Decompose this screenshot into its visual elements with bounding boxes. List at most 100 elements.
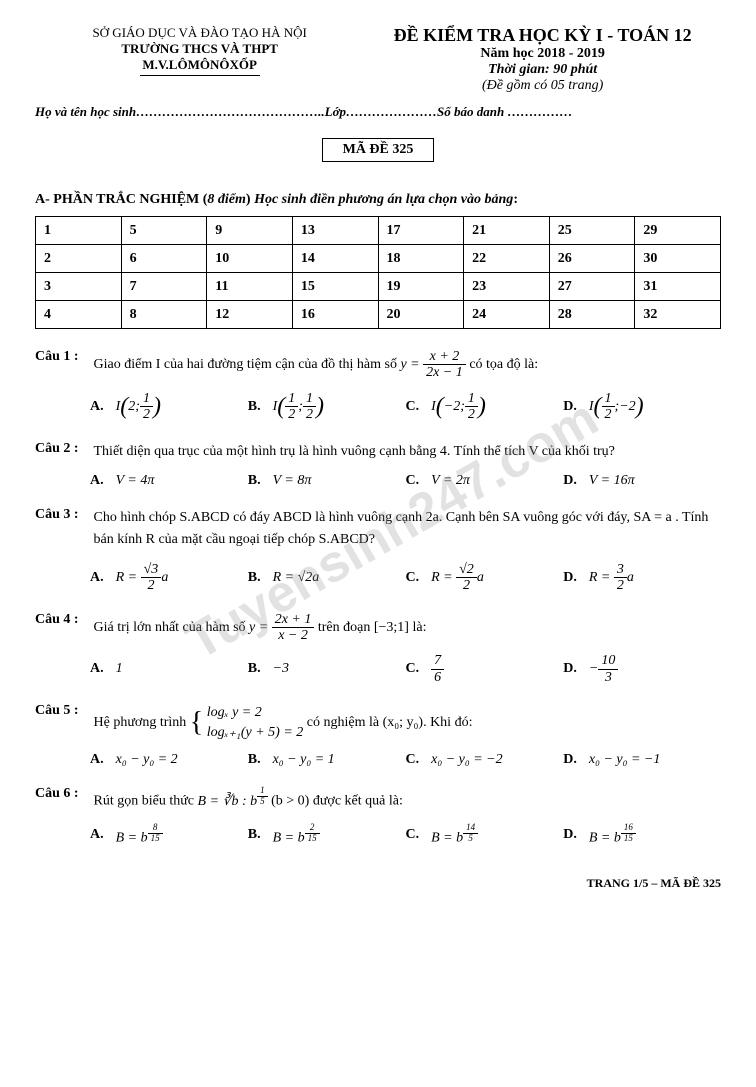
table-cell: 26 (549, 245, 635, 273)
exam-code: MÃ ĐỀ 325 (322, 138, 435, 162)
opt-label-b: B. (248, 473, 261, 489)
q1a-math: I(2;12) (116, 391, 161, 423)
q5-option-b: B. x₀ − y₀ = 1 (248, 752, 406, 768)
opt-label-c: C. (406, 827, 420, 843)
table-row: 2 6 10 14 18 22 26 30 (36, 245, 721, 273)
q4-text-part2: trên đoạn [−3;1] là: (318, 620, 427, 635)
exam-year: Năm học 2018 - 2019 (364, 46, 721, 62)
table-cell: 18 (378, 245, 464, 273)
opt-label-a: A. (90, 827, 104, 843)
q2-option-d: D.V = 16π (563, 473, 721, 489)
q4-option-c: C. 76 (406, 653, 564, 685)
header: SỞ GIÁO DỤC VÀ ĐÀO TẠO HÀ NỘI TRƯỜNG THC… (35, 25, 721, 94)
q6-text: Rút gọn biểu thức B = ∛b : b15 (b > 0) đ… (94, 786, 720, 813)
q2b-math: V = 8π (273, 473, 312, 489)
q6-options: A.B = b815 B.B = b215 C.B = b145 D.B = b… (35, 823, 721, 846)
q4b-math: −3 (273, 661, 289, 677)
q4-formula: y = (249, 620, 272, 635)
q1-text-part1: Giao điểm I của hai đường tiệm cận của đ… (94, 357, 401, 372)
opt-label-c: C. (406, 661, 420, 677)
q6-text-part1: Rút gọn biểu thức (94, 794, 198, 809)
section-a-title: A- PHẦN TRẮC NGHIỆM (8 điểm) Học sinh đi… (35, 192, 721, 208)
opt-label-d: D. (563, 570, 577, 586)
opt-label-b: B. (248, 570, 261, 586)
code-wrapper: MÃ ĐỀ 325 (35, 128, 721, 172)
q1c-math: I(−2;12) (431, 391, 486, 423)
q6a-math: B = b815 (116, 823, 163, 846)
q6c-math: B = b145 (431, 823, 478, 846)
q5-system: logₓ y = 2 logₓ₊₁(y + 5) = 2 (207, 703, 304, 742)
q1-fraction: x + 22x − 1 (423, 349, 466, 381)
exam-time: Thời gian: 90 phút (364, 62, 721, 78)
opt-label-c: C. (406, 752, 420, 768)
q1-option-a: A. I(2;12) (90, 391, 248, 423)
q4-options: A.1 B.−3 C.76 D.−103 (35, 653, 721, 685)
q5-option-a: A.x₀ − y₀ = 2 (90, 752, 248, 768)
q2-option-c: C.V = 2π (406, 473, 564, 489)
table-cell: 13 (292, 217, 378, 245)
table-cell: 11 (207, 273, 293, 301)
q2-options: A.V = 4π B.V = 8π C.V = 2π D.V = 16π (35, 473, 721, 489)
table-cell: 19 (378, 273, 464, 301)
opt-label-a: A. (90, 473, 104, 489)
table-cell: 16 (292, 301, 378, 329)
table-cell: 27 (549, 273, 635, 301)
exam-title: ĐỀ KIỂM TRA HỌC KỲ I - TOÁN 12 (364, 25, 721, 46)
q1b-math: I(12;12) (273, 391, 324, 423)
q5-text-part2: có nghiệm là (x₀; y₀). Khi đó: (307, 715, 473, 730)
q5b-math: x₀ − y₀ = 1 (273, 752, 335, 768)
table-cell: 8 (121, 301, 207, 329)
section-mid: ) (246, 192, 254, 207)
q5-option-d: D.x₀ − y₀ = −1 (563, 752, 721, 768)
q3-option-d: D.R = 32a (563, 562, 721, 594)
q4-den: x − 2 (272, 628, 315, 643)
header-left: SỞ GIÁO DỤC VÀ ĐÀO TẠO HÀ NỘI TRƯỜNG THC… (35, 25, 364, 94)
q1-text-part2: có tọa độ là: (469, 357, 538, 372)
q3-text: Cho hình chóp S.ABCD có đáy ABCD là hình… (94, 507, 720, 552)
q4-num: 2x + 1 (272, 612, 315, 628)
table-cell: 29 (635, 217, 721, 245)
q4-option-b: B.−3 (248, 653, 406, 685)
q5-options: A.x₀ − y₀ = 2 B. x₀ − y₀ = 1 C. x₀ − y₀ = … (35, 752, 721, 768)
section-prefix: A- PHẦN TRẮC NGHIỆM ( (35, 192, 207, 207)
table-cell: 21 (464, 217, 550, 245)
opt-label-d: D. (563, 399, 577, 415)
opt-label-b: B. (248, 827, 261, 843)
q2d-math: V = 16π (589, 473, 635, 489)
table-cell: 28 (549, 301, 635, 329)
q6-option-a: A. B = b815 (90, 823, 248, 846)
table-cell: 2 (36, 245, 122, 273)
q6-expr: B = ∛b : b15 (198, 794, 268, 809)
question-3: Câu 3 : Cho hình chóp S.ABCD có đáy ABCD… (35, 507, 721, 594)
table-cell: 24 (464, 301, 550, 329)
table-cell: 9 (207, 217, 293, 245)
question-5: Câu 5 : Hệ phương trình { logₓ y = 2 log… (35, 703, 721, 768)
q6-option-c: C. B = b145 (406, 823, 564, 846)
section-points: 8 điểm (207, 192, 246, 207)
page-footer: TRANG 1/5 – MÃ ĐỀ 325 (35, 876, 721, 891)
q3-option-c: C.R = √22a (406, 562, 564, 594)
q3-label: Câu 3 : (35, 507, 90, 523)
q5-eq1: logₓ y = 2 (207, 703, 304, 723)
table-cell: 32 (635, 301, 721, 329)
opt-label-b: B. (248, 752, 261, 768)
q6-option-d: D.B = b1615 (563, 823, 721, 846)
q5-text-part1: Hệ phương trình (94, 715, 190, 730)
q4-label: Câu 4 : (35, 612, 90, 628)
q2-text: Thiết diện qua trục của một hình trụ là … (94, 441, 720, 463)
q1-den: 2x − 1 (423, 365, 466, 380)
table-cell: 6 (121, 245, 207, 273)
q4-text-part1: Giá trị lớn nhất của hàm số (94, 620, 250, 635)
q4c-math: 76 (431, 653, 444, 685)
q3a-math: R = √32a (116, 562, 169, 594)
q3-options: A.R = √32a B.R = √2a C.R = √22a D.R = 32… (35, 562, 721, 594)
table-cell: 25 (549, 217, 635, 245)
q6-text-part2: (b > 0) được kết quả là: (271, 794, 403, 809)
exam-pages: (Đề gồm có 05 trang) (364, 78, 721, 94)
opt-label-d: D. (563, 752, 577, 768)
answer-table: 1 5 9 13 17 21 25 29 2 6 10 14 18 22 26 … (35, 216, 721, 329)
table-cell: 31 (635, 273, 721, 301)
q4d-math: −103 (589, 653, 618, 685)
q1-options: A. I(2;12) B. I(12;12) C. I(−2;12) D. I(… (35, 391, 721, 423)
table-cell: 1 (36, 217, 122, 245)
